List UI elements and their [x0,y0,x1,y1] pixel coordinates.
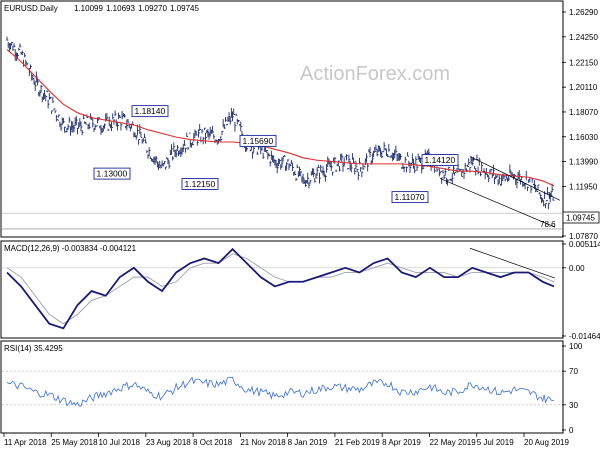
price-tick-label: 1.26290 [569,8,598,17]
last-price-tag: 1.09745 [562,211,600,224]
price-annotation-label: 1.14120 [425,155,456,165]
price-annotation: 1.11070 [391,191,429,204]
price-panel-frame [0,0,564,238]
x-tick-label: 11 Apr 2018 [4,438,47,447]
last-price-label: 1.09745 [566,214,595,223]
price-annotation-box [239,134,277,147]
price-annotation-box [181,178,219,190]
rsi-tick-label: 30 [569,401,578,410]
rsi-axis: 100 70 30 0 [562,342,583,435]
rsi-tick-label: 0 [569,426,574,435]
macd-line [6,247,555,330]
price-tick-label: 1.11950 [569,182,598,191]
x-tick-label: 8 Jan 2019 [288,438,328,447]
x-tick-label: 8 Oct 2018 [193,438,233,447]
x-tick-label: 5 Jul 2019 [477,438,514,447]
price-tick-label: 1.18070 [569,108,598,117]
price-annotation-box [131,105,169,118]
x-tick-label: 21 Nov 2018 [240,438,286,447]
x-tick-label: 25 May 2018 [51,438,98,447]
price-tick-label: 1.24250 [569,33,598,42]
rsi-line [6,376,555,407]
price-annotation-label: 1.13000 [97,169,128,179]
price-annotation-label: 1.15690 [243,136,274,146]
watermark: ActionForex.com [300,63,450,85]
macd-label: MACD(12,26,9) -0.003834 -0.004121 [4,244,137,253]
price-layer: 78.61.181401.130001.121501.156901.141201… [2,36,562,230]
price-tick-label: 1.16030 [569,133,598,142]
price-axis: 1.26290 1.24250 1.22150 1.20110 1.18070 1.160… [562,8,598,241]
x-tick-label: 20 Aug 2019 [524,438,569,447]
price-annotation-box [93,167,131,180]
ohlc-open: 1.10099 [74,4,103,13]
x-tick-label: 22 May 2019 [429,438,476,447]
macd-axis: 0.005114 0.00 -0.014647 [562,240,600,341]
x-tick-label: 8 Apr 2019 [382,438,421,447]
rsi-tick-label: 70 [569,367,578,376]
price-annotation-label: 1.11070 [395,192,425,202]
channel-line [439,178,556,228]
macd-tick-label: 0.005114 [569,240,600,249]
price-annotation: 1.15690 [239,134,277,147]
price-annotation-label: 1.12150 [185,179,216,189]
moving-average-line [6,49,555,187]
rsi-label: RSI(14) 35.4295 [4,344,63,353]
x-tick-label: 21 Feb 2019 [335,438,380,447]
x-tick-label: 10 Jul 2018 [99,438,141,447]
rsi-layer [2,370,562,407]
ohlc-high: 1.10693 [106,4,135,13]
price-tick-label: 1.07870 [569,232,598,241]
macd-panel-frame [0,240,564,339]
macd-tick-label: 0.00 [569,264,585,273]
ohlc-low: 1.09270 [138,4,167,13]
rsi-tick-label: 100 [569,342,583,351]
x-tick-label: 23 Aug 2018 [146,438,191,447]
x-axis: 11 Apr 2018 25 May 2018 10 Jul 2018 23 Aug … [3,433,569,447]
rsi-panel-frame [0,340,564,434]
price-tick-label: 1.22150 [569,58,598,67]
chart-title-symbol: EURUSD.Daily [4,4,58,13]
ohlc-header: 1.10099 1.10693 1.09270 1.09745 [74,4,199,13]
price-annotation-box [391,191,429,204]
macd-tick-label: -0.014647 [569,332,600,341]
price-annotation: 1.13000 [93,167,131,180]
channel-line [469,156,561,201]
price-annotation-label: 1.18140 [135,106,166,116]
price-annotation-box [421,154,459,166]
macd-trend-line [469,247,556,279]
price-tick-label: 1.13990 [569,158,598,167]
price-tick-label: 1.20110 [569,83,598,92]
ohlc-close: 1.09745 [170,4,199,13]
price-annotation: 1.14120 [421,154,459,166]
macd-signal-line [6,253,555,325]
price-annotation: 1.12150 [181,178,219,190]
macd-layer [2,247,562,330]
price-annotation: 1.18140 [131,105,169,118]
